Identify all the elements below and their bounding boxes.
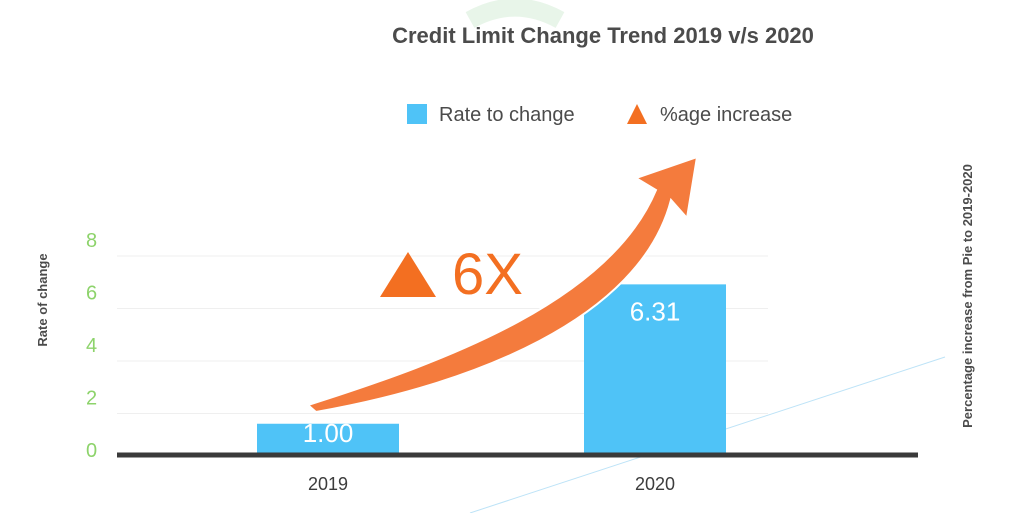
legend: Rate to change %age increase (407, 104, 792, 126)
triangle-up-icon (380, 252, 436, 297)
bar-value-label: 6.31 (630, 296, 681, 326)
callout-6x: 6X (452, 242, 523, 307)
bar-2019 (257, 423, 399, 453)
chart-title: Credit Limit Change Trend 2019 v/s 2020 (392, 23, 814, 48)
legend-label-rate: Rate to change (439, 104, 575, 126)
bar-labels: 1.00 6.31 (303, 296, 681, 448)
y-axis-ticks: 0 2 4 6 8 (86, 230, 97, 462)
legend-label-increase: %age increase (660, 104, 792, 126)
decorative-arc (465, 0, 565, 29)
x-tick-label: 2020 (635, 474, 675, 494)
y-axis-label: Rate of change (35, 253, 50, 346)
triangle-icon (627, 104, 647, 124)
growth-arrow (306, 155, 699, 414)
legend-marker-rate (407, 104, 427, 124)
bar-value-label: 1.00 (303, 418, 354, 448)
y-tick-label: 6 (86, 283, 97, 305)
x-tick-label: 2019 (308, 474, 348, 494)
bar-2020 (584, 284, 726, 453)
y-tick-label: 8 (86, 230, 97, 252)
secondary-axis-label: Percentage increase from Pie to 2019-202… (960, 164, 975, 428)
y-tick-label: 2 (86, 388, 97, 410)
y-tick-label: 4 (86, 335, 97, 357)
x-axis-ticks: 2019 2020 (308, 474, 675, 494)
bars (257, 284, 726, 453)
y-tick-label: 0 (86, 440, 97, 462)
